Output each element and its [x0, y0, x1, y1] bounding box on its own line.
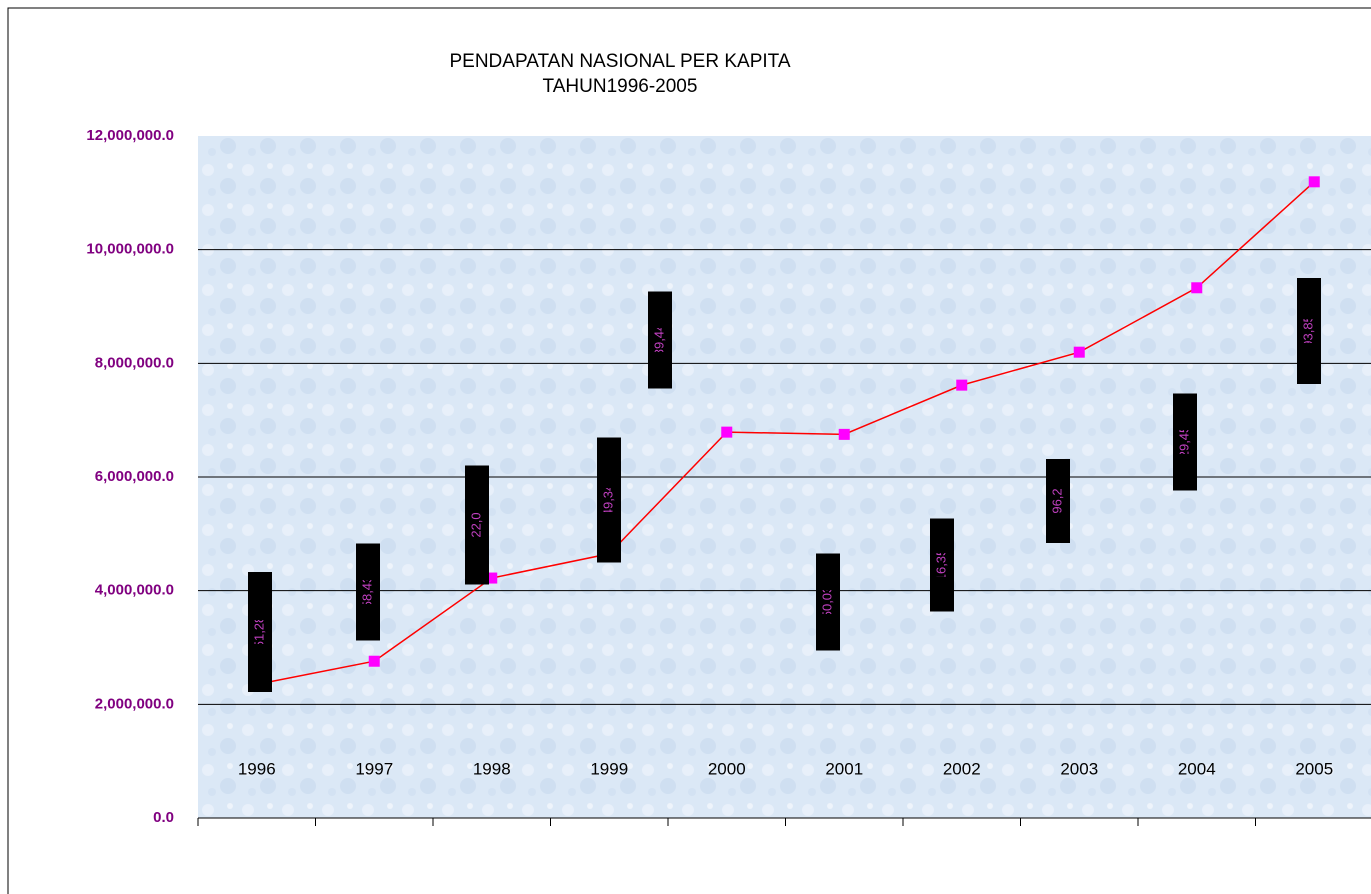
data-label: 2,351,280.7	[251, 598, 266, 667]
data-label: 2,758,437.7	[359, 558, 374, 627]
data-label: 8,196,210.	[1049, 470, 1064, 531]
y-tick-label: 6,000,000.0	[95, 468, 174, 485]
marker	[1308, 176, 1320, 188]
x-tick-label: 1997	[355, 759, 393, 778]
y-tick-label: 8,000,000.0	[95, 354, 174, 371]
data-label: 11,193,855.80	[1300, 290, 1315, 372]
x-tick-label: 2005	[1295, 759, 1333, 778]
data-label-box: 4,649,342.2	[597, 437, 621, 563]
data-label-box: 8,196,210.	[1046, 459, 1070, 543]
data-label-bg	[1297, 278, 1321, 384]
data-label-bg	[1173, 393, 1197, 491]
data-label-box: 2,351,280.7	[248, 572, 272, 692]
marker	[1073, 346, 1085, 358]
y-tick-label: 0.0	[153, 809, 174, 826]
marker	[1191, 282, 1203, 294]
data-label-bg	[648, 291, 672, 389]
marker	[838, 428, 850, 440]
data-label: 9,329,458.3	[1176, 408, 1191, 477]
x-tick-label: 1998	[473, 759, 511, 778]
data-label-bg	[356, 543, 380, 641]
data-label-bg	[816, 553, 840, 651]
x-tick-label: 1996	[238, 759, 276, 778]
x-tick-label: 2004	[1178, 759, 1216, 778]
data-label-box: 11,193,855.80	[1297, 278, 1321, 384]
data-label-bg	[597, 437, 621, 563]
x-tick-label: 2000	[708, 759, 746, 778]
data-label: 4,222,062.	[468, 494, 483, 555]
data-label-box: 2,758,437.7	[356, 543, 380, 641]
data-label: 6,789,449.0	[651, 306, 666, 375]
data-label-box: 7,616,354.3	[930, 518, 954, 612]
marker	[368, 655, 380, 667]
y-tick-label: 2,000,000.0	[95, 695, 174, 712]
data-label-bg	[465, 465, 489, 585]
y-tick-label: 4,000,000.0	[95, 582, 174, 599]
data-label: 7,616,354.3	[933, 531, 948, 600]
line-series	[256, 181, 1315, 686]
data-label: 6,750,039.8	[819, 568, 834, 637]
data-label-box: 4,222,062.	[465, 465, 489, 585]
y-tick-label: 12,000,000.0	[86, 127, 174, 144]
data-label-bg	[1046, 459, 1070, 543]
x-tick-label: 1999	[590, 759, 628, 778]
x-tick-label: 2003	[1060, 759, 1098, 778]
data-label-bg	[248, 572, 272, 692]
marker	[956, 379, 968, 391]
chart-subtitle: TAHUN1996-2005	[543, 76, 698, 97]
data-label-box: 6,789,449.0	[648, 291, 672, 389]
chart-title: PENDAPATAN NASIONAL PER KAPITA	[449, 51, 790, 72]
marker	[486, 572, 498, 584]
y-tick-label: 10,000,000.0	[86, 241, 174, 258]
data-label-box: 9,329,458.3	[1173, 393, 1197, 491]
data-label-bg	[930, 518, 954, 612]
data-label-box: 6,750,039.8	[816, 553, 840, 651]
x-tick-label: 2002	[943, 759, 981, 778]
marker	[721, 426, 733, 438]
data-label: 4,649,342.2	[600, 466, 615, 535]
x-tick-label: 2001	[825, 759, 863, 778]
